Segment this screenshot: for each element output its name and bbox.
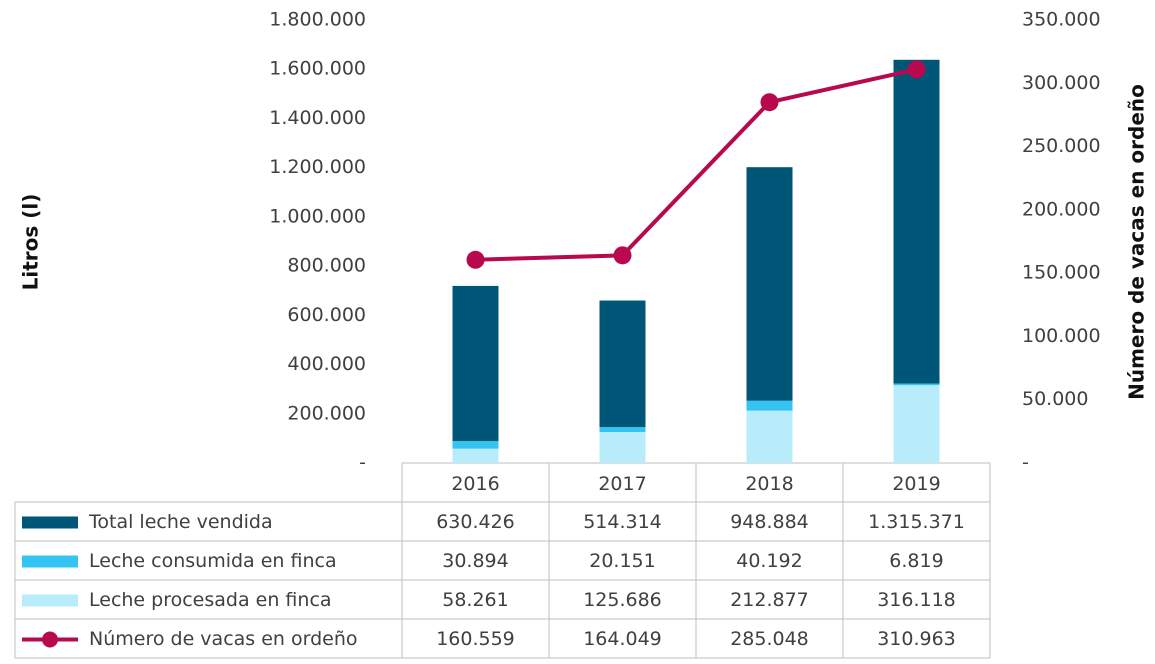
y2-tick-label: 300.000 (1022, 72, 1101, 94)
data-label: 20.151 (589, 550, 655, 572)
y2-tick-label: 150.000 (1022, 262, 1101, 284)
data-label: 40.192 (736, 550, 802, 572)
bar (452, 441, 499, 449)
y-tick-label: 1.400.000 (269, 107, 366, 129)
line (475, 67, 917, 262)
y2-tick-label: 50.000 (1022, 388, 1088, 410)
bar (599, 300, 646, 428)
y-tick-label: 200.000 (287, 402, 366, 424)
legend-label: Leche consumida en finca (89, 550, 337, 572)
bar (452, 285, 499, 442)
y2-tick-label: - (1022, 452, 1029, 474)
bar (599, 427, 646, 433)
bar (746, 410, 793, 463)
y2-tick-label: 100.000 (1022, 325, 1101, 347)
data-label: 212.877 (730, 589, 809, 611)
y-tick-label: 1.800.000 (269, 9, 366, 31)
y-tick-label: 800.000 (287, 255, 366, 277)
bar (452, 448, 499, 463)
y-axis-title: Litros (l) (19, 194, 43, 291)
y2-tick-label: 350.000 (1022, 9, 1101, 31)
data-label: 6.819 (889, 550, 943, 572)
y-tick-label: 400.000 (287, 353, 366, 375)
legend-label: Número de vacas en ordeño (89, 628, 358, 650)
line-marker (466, 250, 485, 269)
y2-axis-title: Número de vacas en ordeño (1125, 84, 1149, 400)
data-label: 948.884 (730, 511, 809, 533)
data-label: 514.314 (583, 511, 662, 533)
y-tick-label: 1.200.000 (269, 156, 366, 178)
line-marker (613, 246, 632, 265)
data-label: 164.049 (583, 628, 662, 650)
bar (893, 385, 940, 463)
x-tick-label: 2016 (451, 473, 499, 495)
y2-tick-label: 250.000 (1022, 135, 1101, 157)
y2-tick-label: 200.000 (1022, 198, 1101, 220)
bar (599, 432, 646, 463)
legend-swatch (22, 555, 78, 568)
legend-swatch (22, 516, 78, 529)
line-marker (907, 60, 926, 79)
x-tick-label: 2019 (892, 473, 940, 495)
legend-label: Total leche vendida (88, 511, 273, 533)
data-label: 30.894 (442, 550, 508, 572)
bar (746, 167, 793, 401)
legend-swatch (42, 631, 58, 648)
bar (746, 400, 793, 411)
data-label: 160.559 (436, 628, 515, 650)
y-tick-label: 1.600.000 (269, 58, 366, 80)
data-label: 1.315.371 (868, 511, 965, 533)
data-label: 310.963 (877, 628, 956, 650)
y-tick-label: 1.000.000 (269, 205, 366, 227)
legend-label: Leche procesada en finca (89, 589, 332, 611)
y-tick-label: - (359, 452, 366, 474)
bar (893, 59, 940, 384)
data-label: 58.261 (442, 589, 508, 611)
legend-swatch (22, 594, 78, 607)
x-tick-label: 2018 (745, 473, 793, 495)
x-tick-label: 2017 (598, 473, 646, 495)
data-label: 125.686 (583, 589, 662, 611)
data-label: 316.118 (877, 589, 956, 611)
bar (893, 383, 940, 386)
data-label: 285.048 (730, 628, 809, 650)
data-label: 630.426 (436, 511, 515, 533)
y-tick-label: 600.000 (287, 304, 366, 326)
line-marker (760, 93, 779, 112)
